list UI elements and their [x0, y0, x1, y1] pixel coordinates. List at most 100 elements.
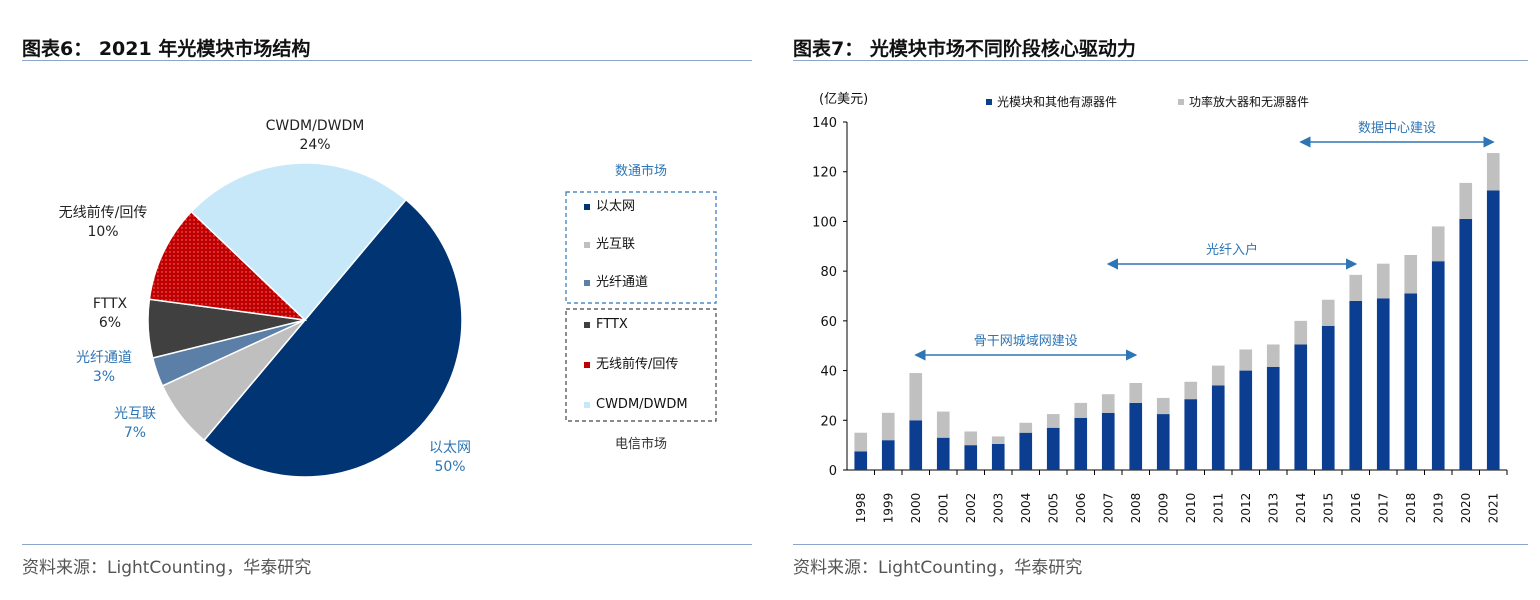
pie-value-interconnect: 7%	[124, 425, 146, 441]
y-tick-label: 100	[812, 215, 837, 230]
pie-value-fiber-channel: 3%	[93, 369, 115, 385]
bar-series1	[1321, 325, 1335, 470]
bar-series2	[1239, 349, 1253, 371]
pie-value-fttx: 6%	[99, 315, 121, 331]
legend-swatch-ethernet	[584, 204, 590, 210]
legend-label-interconnect: 光互联	[596, 237, 635, 252]
legend-label-cwdm: CWDM/DWDM	[596, 397, 688, 412]
bar-series2	[1019, 422, 1033, 433]
y-axis-label: (亿美元)	[819, 92, 868, 107]
legend-swatch-wireless	[584, 362, 590, 368]
y-tick-label: 20	[820, 414, 837, 429]
bar-series2	[1046, 414, 1060, 428]
bar-series1	[1459, 218, 1473, 470]
x-tick-label: 2006	[1074, 493, 1088, 524]
x-tick-label: 2016	[1349, 493, 1363, 524]
pie-label-interconnect: 光互联	[114, 406, 156, 422]
x-tick-label: 2012	[1239, 493, 1253, 524]
legend-box-telecom	[565, 308, 717, 422]
bar-series1	[1376, 298, 1390, 470]
bar-series1	[1156, 414, 1170, 470]
x-tick-label: 2013	[1266, 493, 1280, 524]
x-tick-label: 2019	[1431, 493, 1445, 524]
legend-swatch-cwdm	[584, 402, 590, 408]
bar-chart: (亿美元) 光模块和其他有源器件 功率放大器和无源器件 0 20 40 60 80 100 120…	[812, 92, 1508, 524]
bar-series2	[1184, 381, 1198, 400]
legend-swatch-series2	[1178, 99, 1184, 105]
pie-slice-cwdm	[190, 162, 407, 322]
bar-series1	[1294, 344, 1308, 470]
pie-label-cwdm: CWDM/DWDM	[266, 118, 365, 134]
legend-label-fiber-channel: 光纤通道	[596, 275, 648, 290]
y-tick-label: 60	[820, 315, 837, 330]
bar-series1	[1266, 366, 1280, 470]
pie-label-ethernet: 以太网	[429, 440, 471, 456]
source-divider	[22, 544, 752, 545]
x-tick-label: 2004	[1019, 493, 1033, 524]
x-tick-label: 2011	[1211, 493, 1225, 524]
legend-label-series1: 光模块和其他有源器件	[997, 95, 1117, 109]
pie-slice-ethernet	[203, 198, 463, 478]
x-tick-label: 2010	[1184, 493, 1198, 524]
x-tick-label: 2017	[1376, 493, 1390, 524]
x-tick-label: 2001	[936, 493, 950, 524]
bar-series2	[1211, 365, 1225, 386]
pie-value-wireless: 10%	[87, 224, 118, 240]
bar-series1	[1239, 370, 1253, 470]
bar-series2	[1349, 274, 1363, 301]
legend-group-telecom: 电信市场	[615, 436, 667, 452]
bar-series1	[1486, 190, 1500, 470]
y-tick-label: 140	[812, 116, 837, 131]
pie-value-cwdm: 24%	[299, 137, 330, 153]
bar-series2	[1101, 394, 1115, 413]
legend-swatch-fiber-channel	[584, 280, 590, 286]
annotation-label: 光纤入户	[1206, 242, 1258, 258]
x-tick-label: 2009	[1156, 493, 1170, 524]
bar-series2	[991, 436, 1005, 444]
bar-series1	[1101, 412, 1115, 470]
bar-series2	[909, 373, 923, 421]
pie-chart-title: 图表6： 2021 年光模块市场结构	[22, 38, 311, 60]
legend-group-datacom: 数通市场	[615, 163, 667, 179]
bar-series2	[1129, 383, 1143, 403]
x-tick-label: 2005	[1046, 493, 1060, 524]
bar-chart-source: 资料来源：LightCounting，华泰研究	[793, 558, 1083, 578]
pie-chart-source: 资料来源：LightCounting，华泰研究	[22, 558, 312, 578]
bar-series1	[1184, 399, 1198, 470]
bar-series2	[1404, 254, 1418, 294]
bar-series1	[1019, 432, 1033, 470]
x-tick-label: 1999	[881, 493, 895, 524]
bar-series2	[1156, 397, 1170, 415]
annotation-label: 数据中心建设	[1358, 121, 1436, 136]
bar-series2	[1376, 263, 1390, 299]
x-tick-label: 2002	[964, 493, 978, 524]
bar-series2	[964, 431, 978, 446]
legend-label-series2: 功率放大器和无源器件	[1189, 94, 1309, 109]
y-tick-label: 120	[812, 166, 837, 181]
bar-series1	[1129, 402, 1143, 470]
bar-series2	[1431, 226, 1445, 262]
legend-box-datacom	[565, 191, 717, 304]
bar-series1	[991, 443, 1005, 470]
legend-swatch-series1	[986, 99, 992, 105]
bar-series2	[1294, 320, 1308, 345]
x-tick-label: 2000	[909, 493, 923, 524]
bar-series1	[1211, 385, 1225, 470]
bar-series1	[1431, 261, 1445, 470]
bar-series1	[1404, 293, 1418, 470]
bar-series1	[909, 420, 923, 470]
source-divider	[793, 544, 1528, 545]
bar-series2	[1074, 402, 1088, 418]
bar-series1	[1074, 417, 1088, 470]
bar-series2	[1266, 344, 1280, 367]
legend-label-ethernet: 以太网	[596, 199, 635, 214]
pie-label-wireless: 无线前传/回传	[59, 204, 148, 221]
x-tick-label: 1998	[854, 493, 868, 524]
title-divider	[793, 60, 1528, 61]
pie-slice-wireless	[148, 210, 308, 322]
bar-chart-title: 图表7： 光模块市场不同阶段核心驱动力	[793, 38, 1136, 60]
y-tick-label: 80	[820, 265, 837, 280]
legend-swatch-interconnect	[584, 242, 590, 248]
bar-series2	[1459, 182, 1473, 219]
x-tick-label: 2007	[1101, 493, 1115, 524]
